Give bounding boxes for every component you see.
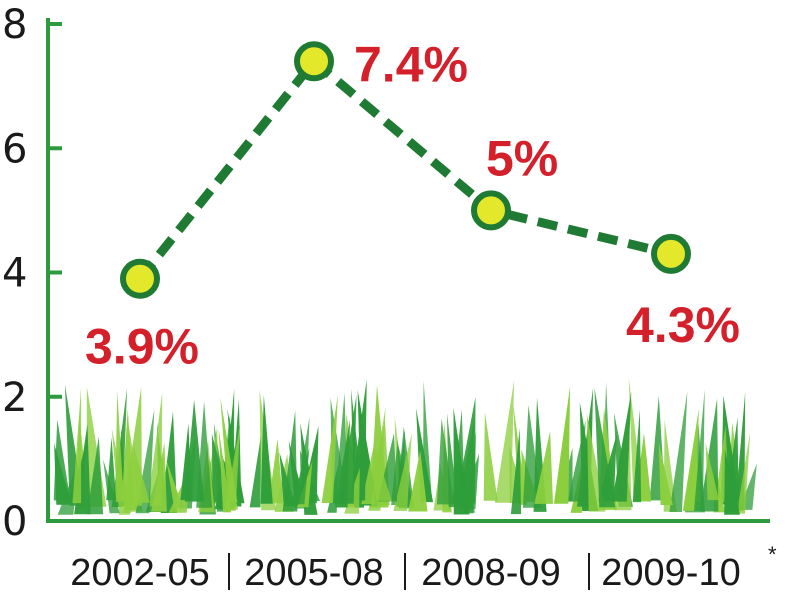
grass-blade: [534, 430, 553, 504]
data-point: [120, 258, 160, 299]
grass-blade: [705, 443, 719, 501]
grass-blade: [86, 386, 107, 507]
grass-blade: [725, 417, 739, 512]
grass-blade: [321, 394, 338, 503]
grass-blade: [510, 427, 522, 515]
grass-blade: [586, 413, 606, 512]
y-tick-label: 4: [2, 251, 27, 297]
grass-blade: [103, 459, 120, 514]
grass-blade: [522, 405, 542, 508]
data-label: 5%: [486, 130, 558, 186]
grass-blade: [86, 436, 104, 515]
grass-blade: [436, 418, 455, 505]
x-axis-ticks: 2002-05 2005-08 2008-09 2009-10 *: [70, 542, 777, 594]
x-tick-label: 2005-08: [244, 552, 383, 594]
grass-blade: [456, 419, 475, 507]
grass-blade: [422, 380, 432, 502]
grass-blade: [300, 425, 319, 504]
x-tick-label: 2002-05: [70, 552, 209, 594]
grass-blade: [249, 434, 262, 508]
grass-blade: [147, 392, 163, 507]
data-point: [651, 233, 691, 274]
grass-decoration: [53, 377, 757, 515]
grass-blade: [350, 379, 367, 501]
y-tick-label: 0: [2, 499, 27, 545]
data-label: 7.4%: [354, 36, 468, 92]
grass-blade: [553, 386, 571, 504]
grass-blade: [166, 460, 184, 509]
grass-blade: [218, 428, 232, 513]
series-line-group: 3.9% 7.4% 5% 4.3%: [85, 36, 740, 374]
grass-blade: [72, 387, 82, 504]
grass-blade: [339, 394, 357, 504]
footnote-mark: *: [768, 542, 777, 567]
grass-blade: [669, 391, 688, 512]
grass-blade: [184, 399, 204, 502]
data-point: [294, 41, 334, 82]
grass-blade: [282, 410, 298, 512]
grass-blade: [461, 462, 476, 513]
grass-blade: [260, 395, 273, 504]
grass-blade: [408, 450, 428, 512]
grass-blade: [632, 409, 642, 503]
grass-blade: [54, 443, 72, 505]
grass-blade: [494, 380, 515, 503]
series-line: [136, 54, 673, 282]
grass-blade: [509, 445, 526, 503]
data-label: 3.9%: [85, 319, 199, 375]
y-tick-label: 6: [2, 126, 27, 172]
y-axis-ticks: 0 2 4 6 8: [2, 2, 62, 545]
grass-blade: [224, 424, 240, 511]
grass-blade: [738, 463, 757, 510]
grass-blade: [611, 391, 632, 502]
grass-blade: [115, 390, 124, 502]
grass-blade: [736, 431, 751, 514]
grass-blade: [594, 387, 616, 508]
axes: [46, 18, 770, 523]
grass-blade: [693, 389, 705, 512]
grass-blade: [132, 442, 150, 503]
grass-blade: [483, 412, 498, 501]
x-tick-label: 2009-10: [601, 552, 740, 594]
grass-blade: [658, 442, 673, 505]
x-tick-label: 2008-09: [421, 552, 560, 594]
data-label: 4.3%: [626, 297, 740, 353]
grass-blade: [393, 433, 412, 511]
grass-blade: [373, 443, 392, 501]
y-tick-label: 8: [2, 2, 27, 48]
grass-blade: [297, 460, 313, 508]
y-tick-label: 2: [2, 375, 27, 421]
data-point: [471, 190, 511, 231]
grass-blade: [682, 408, 699, 511]
